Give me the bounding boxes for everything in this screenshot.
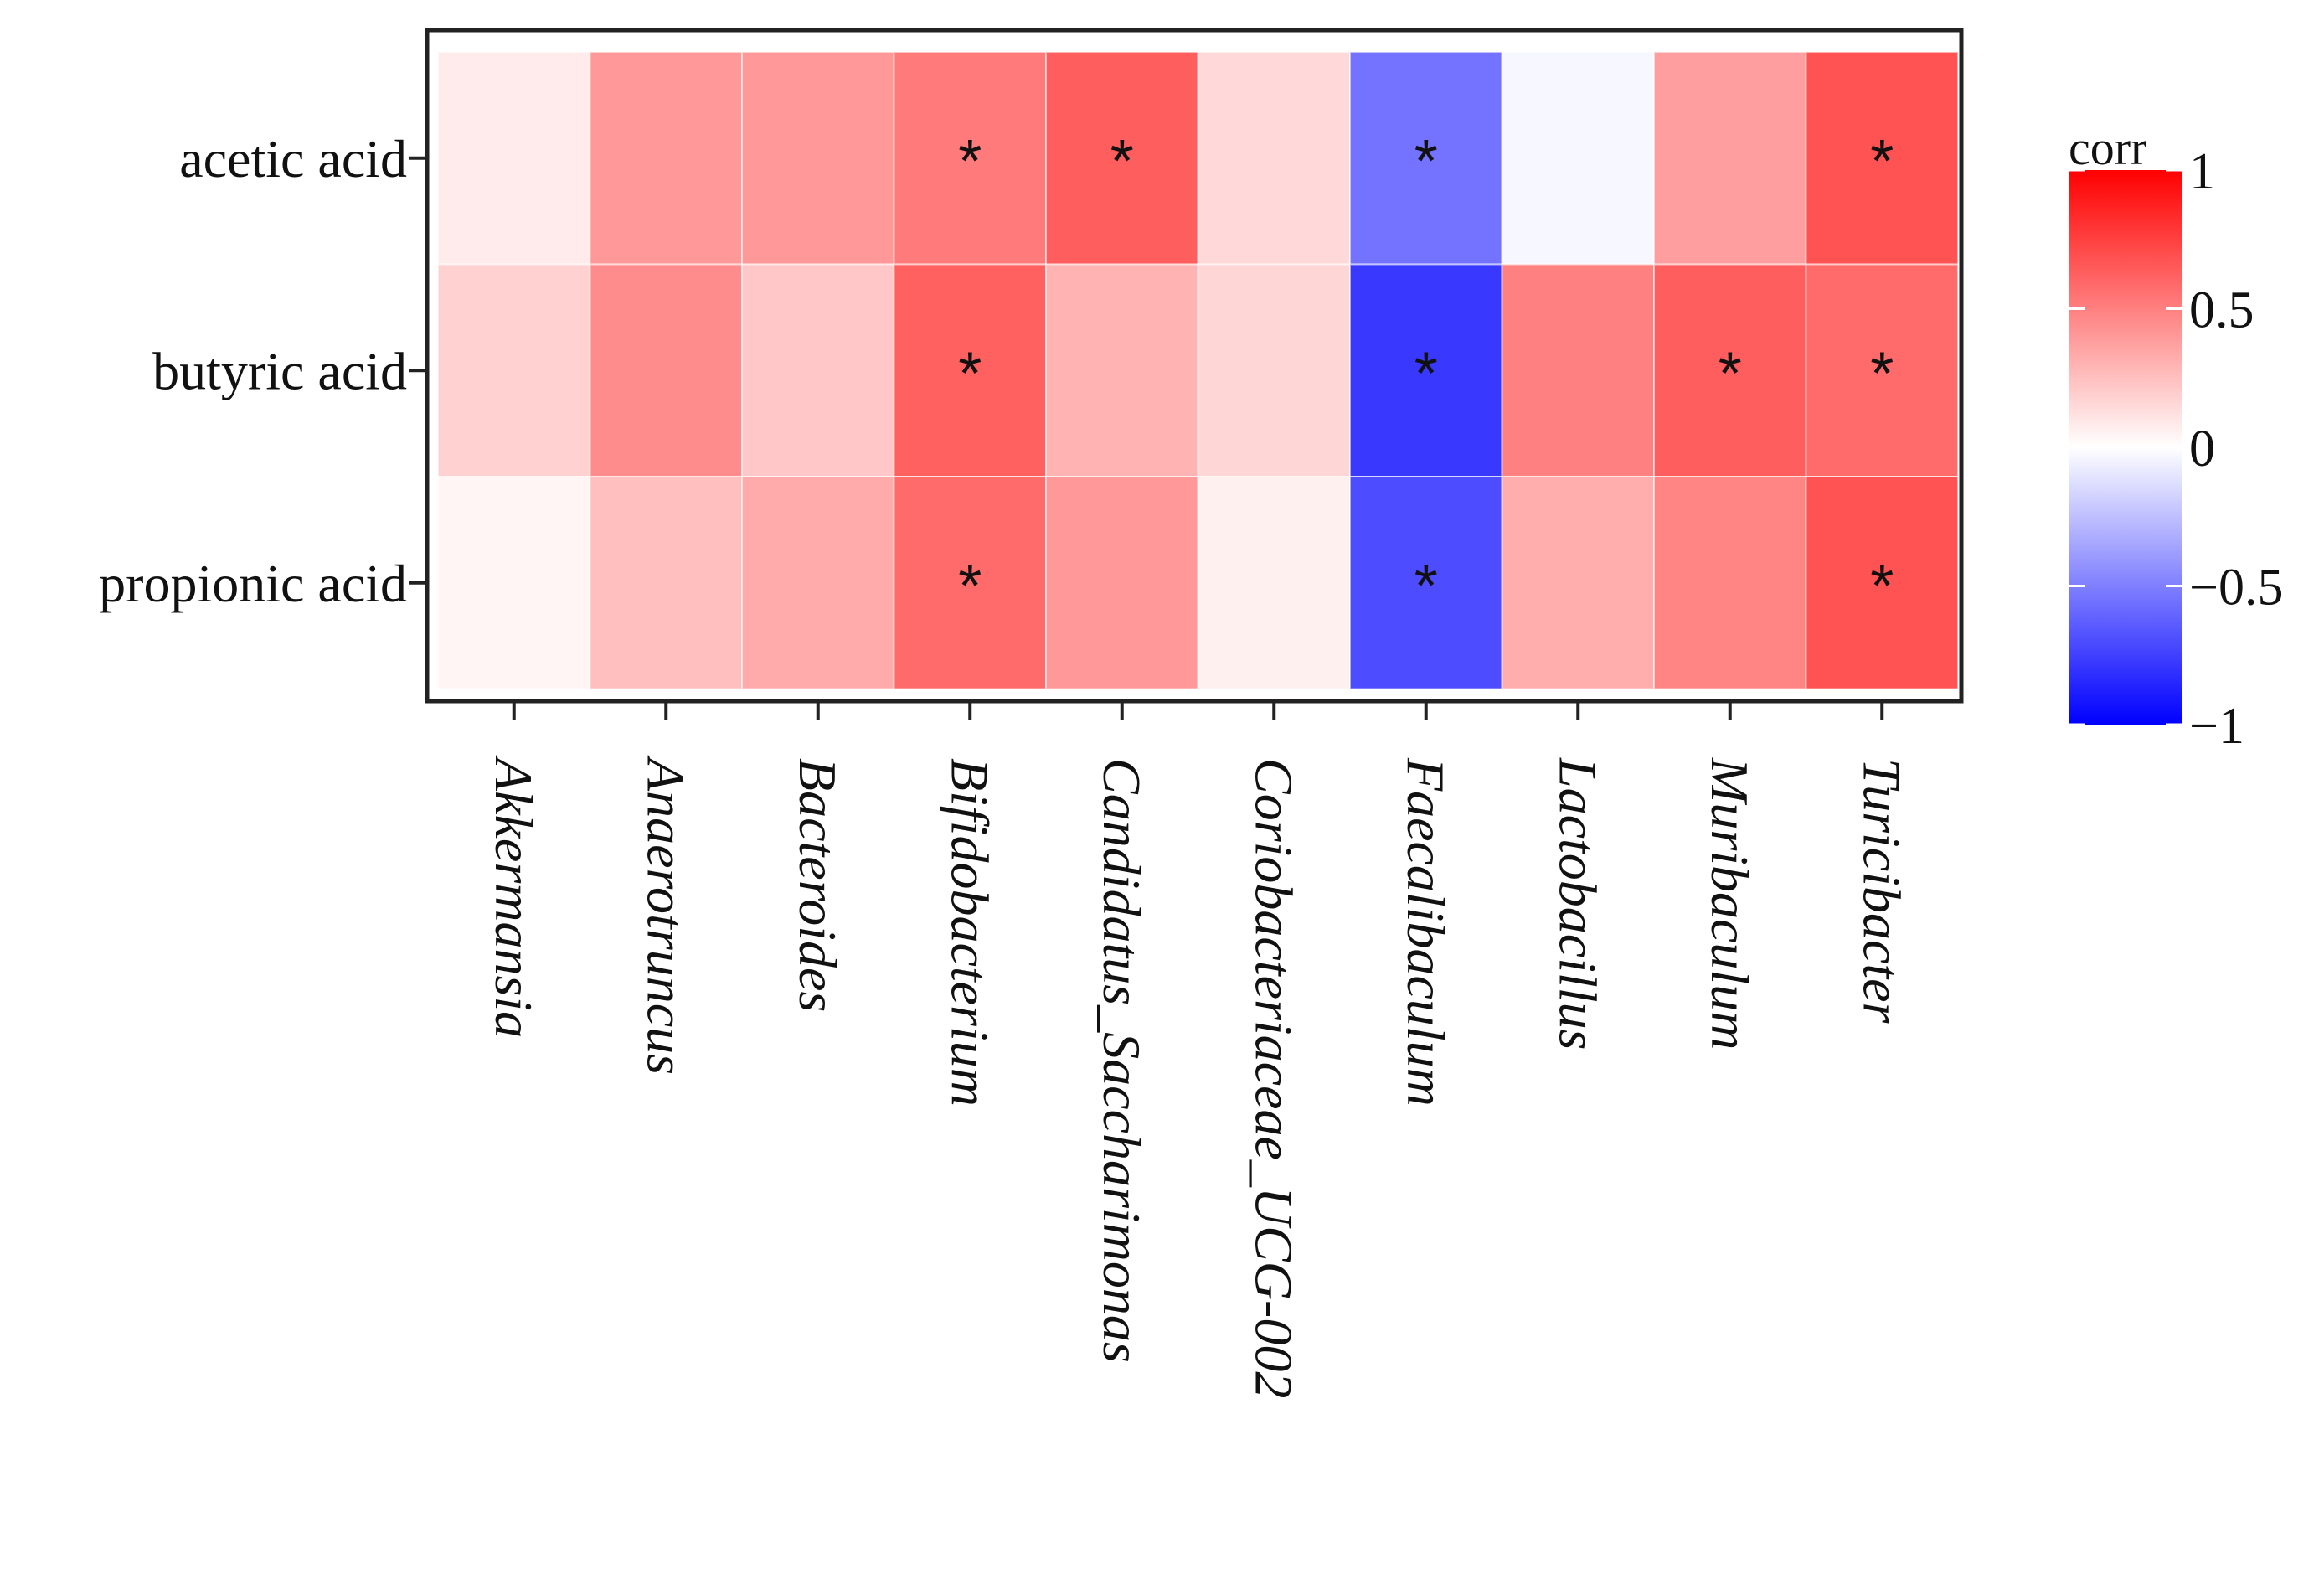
row-label-acetic-acid: acetic acid <box>179 129 407 188</box>
cell-acetic-acid-coriobacteriaceae-ucg-002 <box>1197 51 1351 266</box>
significance-star-acetic-acid-candidatus-saccharimonas: * <box>1110 128 1134 195</box>
significance-star-acetic-acid-bifidobacterium: * <box>958 128 982 195</box>
significance-star-butyric-acid-muribaculum: * <box>1719 340 1742 407</box>
cell-propionic-acid-lactobacillus <box>1501 476 1655 690</box>
col-label-bifidobacterium: Bifidobacterium <box>940 758 999 1107</box>
cell-butyric-acid-faecalibaculum <box>1349 263 1503 477</box>
cell-propionic-acid-candidatus-saccharimonas <box>1045 476 1199 690</box>
col-label-akkermansia: Akkermansia <box>484 755 544 1038</box>
cell-propionic-acid-turicibacter <box>1805 476 1959 690</box>
col-label-coriobacteriaceae-ucg-002: Coriobacteriaceae_UCG-002 <box>1244 758 1303 1398</box>
significance-star-propionic-acid-turicibacter: * <box>1870 553 1894 620</box>
col-label-lactobacillus: Lactobacillus <box>1548 757 1607 1050</box>
colorbar-tick-label-0: 1 <box>2189 143 2215 200</box>
column-axis: Akkermansia Anaerotruncus Bacteroides Bifid… <box>484 701 1911 1398</box>
cell-acetic-acid-turicibacter <box>1805 51 1959 266</box>
significance-star-propionic-acid-bifidobacterium: * <box>958 553 982 620</box>
cell-butyric-acid-akkermansia <box>437 263 591 477</box>
row-label-propionic-acid: propionic acid <box>99 554 407 613</box>
cell-acetic-acid-candidatus-saccharimonas <box>1045 51 1199 266</box>
cell-propionic-acid-coriobacteriaceae-ucg-002 <box>1197 476 1351 690</box>
cell-propionic-acid-muribaculum <box>1653 476 1807 690</box>
cell-butyric-acid-lactobacillus <box>1501 263 1655 477</box>
colorbar-tick-label-3: −0.5 <box>2189 560 2283 617</box>
plot-panel-border <box>425 28 1964 704</box>
significance-star-propionic-acid-faecalibaculum: * <box>1414 553 1438 620</box>
heatmap-cells <box>437 51 1959 690</box>
cell-butyric-acid-candidatus-saccharimonas <box>1045 263 1199 477</box>
col-label-bacteroides: Bacteroides <box>788 758 848 1012</box>
col-label-candidatus-saccharimonas: Candidatus_Saccharimonas <box>1092 758 1152 1363</box>
significance-star-acetic-acid-turicibacter: * <box>1870 128 1894 195</box>
significance-star-butyric-acid-faecalibaculum: * <box>1414 340 1438 407</box>
colorbar-tick-label-1: 0.5 <box>2189 282 2254 339</box>
col-label-faecalibaculum: Faecalibaculum <box>1396 757 1456 1107</box>
cell-acetic-acid-anaerotruncus <box>589 51 743 266</box>
col-label-turicibacter: Turicibacter <box>1852 758 1911 1024</box>
colorbar-tick-label-2: 0 <box>2189 421 2215 477</box>
cell-acetic-acid-lactobacillus <box>1501 51 1655 266</box>
cell-butyric-acid-muribaculum <box>1653 263 1807 477</box>
significance-star-acetic-acid-faecalibaculum: * <box>1414 128 1438 195</box>
cell-acetic-acid-bacteroides <box>741 51 895 266</box>
row-axis: acetic acid butyric acid propionic acid <box>99 129 427 613</box>
col-label-muribaculum: Muribaculum <box>1700 757 1760 1050</box>
colorbar-ticks: 1 0.5 0 −0.5 −1 <box>2069 143 2283 755</box>
colorbar-title: corr <box>2069 121 2146 175</box>
cell-acetic-acid-bifidobacterium <box>893 51 1047 266</box>
significance-star-butyric-acid-bifidobacterium: * <box>958 340 982 407</box>
cell-propionic-acid-akkermansia <box>437 476 591 690</box>
colorbar-legend: corr 1 0.5 0 −0.5 −1 <box>2069 121 2283 755</box>
cell-butyric-acid-coriobacteriaceae-ucg-002 <box>1197 263 1351 477</box>
cell-propionic-acid-faecalibaculum <box>1349 476 1503 690</box>
cell-acetic-acid-akkermansia <box>437 51 591 266</box>
cell-propionic-acid-bacteroides <box>741 476 895 690</box>
cell-propionic-acid-anaerotruncus <box>589 476 743 690</box>
cell-butyric-acid-bifidobacterium <box>893 263 1047 477</box>
row-label-butyric-acid: butyric acid <box>152 341 407 400</box>
cell-butyric-acid-turicibacter <box>1805 263 1959 477</box>
cell-butyric-acid-anaerotruncus <box>589 263 743 477</box>
colorbar-gradient <box>2069 170 2182 725</box>
significance-markers: * * * * * * * * * * * <box>958 128 1894 620</box>
cell-acetic-acid-muribaculum <box>1653 51 1807 266</box>
col-label-anaerotruncus: Anaerotruncus <box>636 755 695 1075</box>
cell-butyric-acid-bacteroides <box>741 263 895 477</box>
colorbar-tick-label-4: −1 <box>2189 698 2244 755</box>
significance-star-butyric-acid-turicibacter: * <box>1870 340 1894 407</box>
